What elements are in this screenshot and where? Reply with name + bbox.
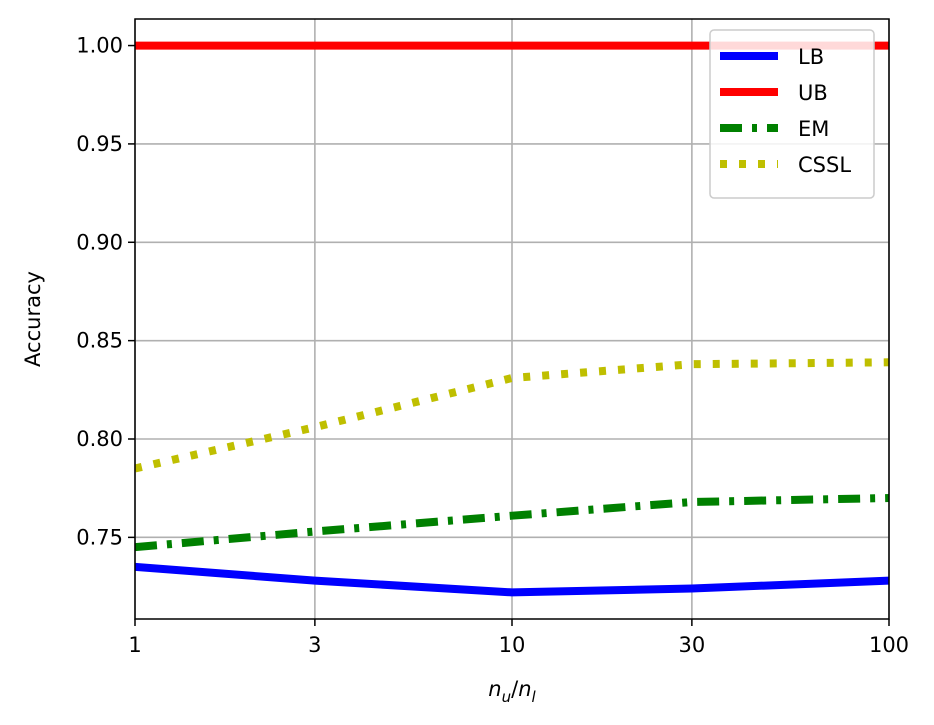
series-line-em [135,494,889,552]
legend: LB UB EM CSSL [709,29,875,199]
x-axis-label-sub-1: u [502,688,512,706]
x-tick-label: 3 [308,633,321,657]
x-axis-label-main-2: n [518,677,531,701]
ticks: 1 3 10 30 100 0.75 0.80 0.85 0.90 0.95 1.00 [76,34,909,657]
x-axis-label: nu/nl [488,677,536,706]
series-line-lb [135,562,889,597]
y-tick-label: 0.80 [76,427,123,451]
x-axis-label-sub-2: l [532,688,537,706]
x-axis-label-slash: / [511,677,519,701]
y-tick-label: 0.90 [76,230,123,254]
x-tick-label: 100 [869,633,909,657]
y-tick-label: 1.00 [76,34,123,58]
legend-label-ub: UB [798,81,828,105]
y-tick-label: 0.85 [76,329,123,353]
x-tick-label: 10 [499,633,526,657]
series-line-cssl [135,358,889,473]
x-tick-label: 30 [679,633,706,657]
legend-label-cssl: CSSL [798,153,851,177]
legend-box [709,29,875,199]
legend-label-lb: LB [798,45,824,69]
legend-label-em: EM [798,117,829,141]
y-axis-label: Accuracy [21,271,45,367]
y-tick-label: 0.95 [76,132,123,156]
x-tick-label: 1 [128,633,141,657]
y-tick-label: 0.75 [76,525,123,549]
x-axis-label-main-1: n [488,677,501,701]
